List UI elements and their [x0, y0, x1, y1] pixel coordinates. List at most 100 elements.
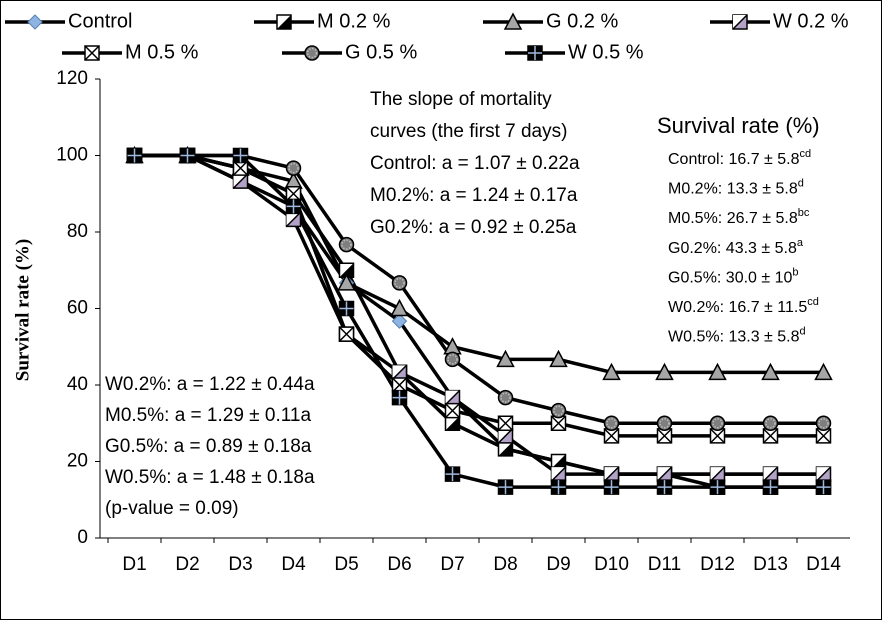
marker-line — [180, 148, 195, 163]
y-tick-label: 100 — [56, 145, 88, 166]
y-tick-label: 80 — [67, 221, 88, 242]
marker — [337, 273, 356, 291]
marker — [338, 262, 355, 278]
marker — [497, 415, 514, 431]
marker-line — [763, 480, 778, 495]
survival-item: W0.5%: 13.3 ± 5.8d — [668, 326, 806, 346]
marker — [709, 428, 726, 444]
marker — [815, 466, 832, 482]
marker-line — [657, 480, 672, 495]
slope-text: W0.2%: a = 1.22 ± 0.44a — [105, 374, 315, 395]
marker-line — [391, 364, 408, 380]
x-tick-label: D9 — [546, 554, 570, 575]
series-line — [134, 153, 824, 425]
series-line — [134, 153, 824, 375]
slope-text: Control: a = 1.07 ± 0.22a — [370, 153, 580, 174]
marker — [814, 362, 833, 381]
survival-item: M0.2%: 13.3 ± 5.8d — [668, 178, 804, 198]
marker-line — [84, 45, 100, 61]
marker-body — [337, 273, 356, 291]
x-tick-label: D1 — [122, 554, 146, 575]
marker-body — [761, 362, 780, 381]
marker-fill — [551, 454, 566, 469]
marker — [444, 402, 461, 419]
marker — [276, 14, 292, 30]
legend-label: Control — [68, 10, 132, 32]
marker — [762, 415, 779, 431]
marker — [496, 349, 515, 368]
survival-letter: a — [797, 237, 804, 249]
marker-dots — [606, 418, 617, 429]
x-tick-label: D10 — [594, 554, 629, 575]
slope-text: The slope of mortality — [370, 89, 552, 110]
marker-line — [391, 377, 408, 393]
x-tick-label: D2 — [175, 554, 199, 575]
marker — [815, 415, 832, 431]
marker-body — [390, 298, 409, 317]
marker-line — [656, 466, 673, 482]
marker — [656, 415, 673, 431]
marker — [232, 173, 249, 189]
y-tick-label: 120 — [56, 68, 88, 89]
marker — [550, 479, 567, 495]
slope-text: G0.5%: a = 0.89 ± 0.18a — [105, 436, 312, 457]
marker — [550, 402, 567, 419]
survival-letter: d — [800, 326, 806, 338]
legend-label: G 0.2 % — [546, 10, 618, 32]
y-tick-label: 40 — [67, 374, 88, 395]
marker-line — [498, 480, 513, 495]
marker-body — [549, 349, 568, 368]
y-tick-label: 0 — [77, 527, 88, 548]
marker-line — [603, 466, 620, 482]
marker — [497, 389, 514, 406]
marker-body — [814, 362, 833, 381]
marker — [285, 211, 302, 228]
x-tick-label: D3 — [228, 554, 252, 575]
survival-letter: b — [792, 266, 798, 278]
series-line — [134, 153, 824, 438]
marker-fill — [498, 441, 513, 456]
marker — [497, 441, 514, 457]
marker-line — [603, 428, 620, 444]
survival-value: G0.5%: 30.0 ± 10 — [668, 270, 793, 287]
marker — [497, 428, 514, 444]
marker-line — [285, 211, 302, 227]
marker — [304, 45, 320, 61]
marker-line — [232, 173, 249, 189]
marker — [656, 466, 673, 482]
marker-line — [528, 46, 542, 60]
marker-line — [392, 390, 407, 405]
marker — [338, 236, 355, 253]
slope-text: G0.2%: a = 0.92 ± 0.25a — [370, 217, 577, 238]
marker-line — [656, 428, 673, 444]
marker-line — [762, 428, 779, 444]
survival-value: W0.2%: 16.7 ± 11.5 — [668, 299, 807, 316]
marker-fill — [445, 416, 460, 431]
marker-line — [709, 428, 726, 444]
marker-body — [496, 349, 515, 368]
marker-line — [497, 415, 514, 431]
survival-value: Control: 16.7 ± 5.8 — [668, 151, 800, 168]
marker — [391, 389, 408, 406]
marker — [761, 362, 780, 381]
y-tick-label: 60 — [67, 298, 88, 319]
x-tick-label: D7 — [440, 554, 464, 575]
marker — [232, 147, 249, 164]
marker-dots — [447, 354, 458, 365]
marker-line — [497, 428, 514, 444]
marker — [179, 147, 196, 164]
slope-text: curves (the first 7 days) — [370, 121, 567, 142]
marker-body — [708, 362, 727, 381]
x-tick-label: D12 — [700, 554, 735, 575]
marker-line — [710, 480, 725, 495]
marker — [390, 298, 409, 317]
marker — [285, 160, 302, 176]
marker-line — [604, 480, 619, 495]
marker — [656, 479, 673, 495]
marker-line — [816, 480, 831, 495]
marker — [603, 466, 620, 482]
marker-line — [286, 199, 301, 214]
marker — [338, 326, 355, 342]
marker-line — [444, 403, 461, 419]
